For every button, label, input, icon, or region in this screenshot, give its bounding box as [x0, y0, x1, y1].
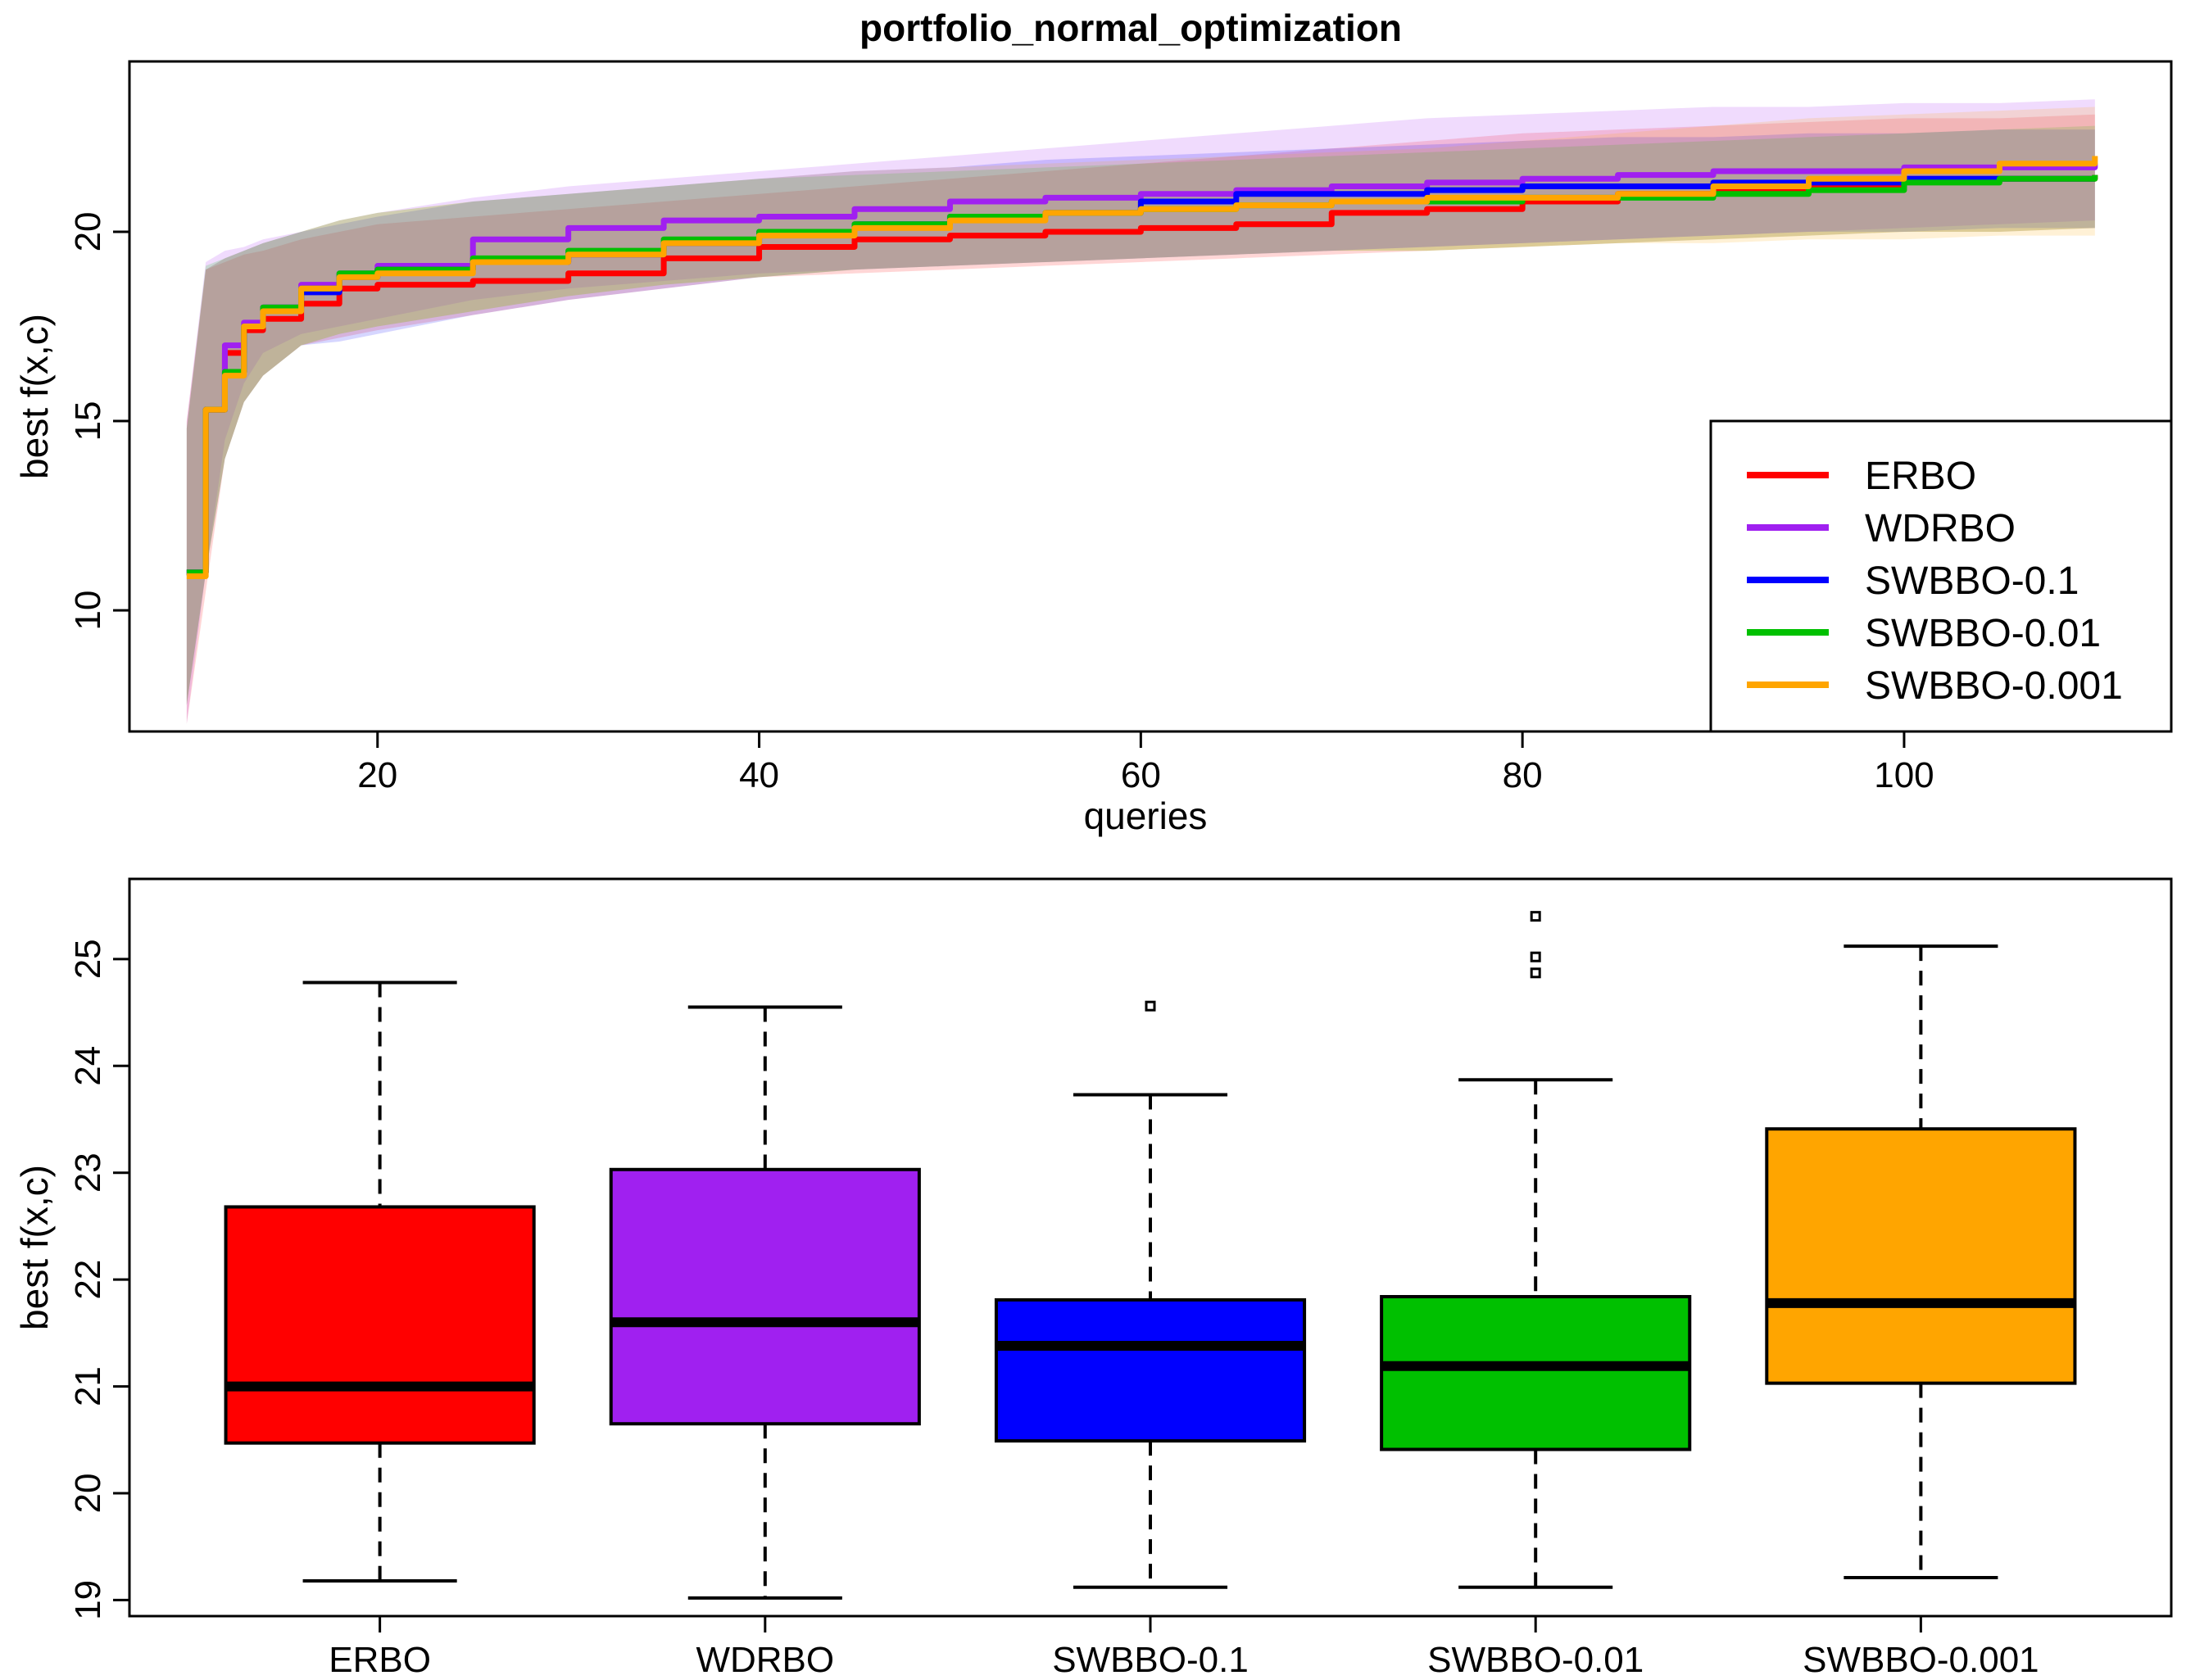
y-axis-label-top: best f(x,c) — [13, 314, 56, 479]
outlier-swbbo-0-01 — [1530, 911, 1541, 922]
box-plot-panel: 19 20 21 22 23 24 25 ERBO WDRBO SWBBO-0.1 SWBBO-0… — [13, 877, 2173, 1680]
y-tick-label-bottom: 25 — [68, 939, 108, 979]
x-tick-label: 60 — [1121, 755, 1161, 795]
x-tick-label: 100 — [1874, 755, 1934, 795]
y-tick-label-bottom: 19 — [68, 1580, 108, 1620]
x-tick-label: 80 — [1503, 755, 1543, 795]
box-erbo — [224, 1205, 536, 1445]
series-lines — [186, 156, 2098, 580]
y-tick-label-bottom: 21 — [68, 1366, 108, 1406]
y-axis-ticks: 10 15 20 — [68, 211, 129, 631]
legend-label-swbbo-0-001: SWBBO-0.001 — [1865, 664, 2123, 708]
x-axis-ticks: 20 40 60 80 100 — [357, 731, 1934, 795]
plot-frame-top — [128, 60, 2173, 733]
x-axis-label: queries — [1084, 795, 1208, 837]
y-tick-label-bottom: 24 — [68, 1046, 108, 1086]
legend-label-wdrbo: WDRBO — [1865, 507, 2016, 550]
box-swbbo-0-1 — [994, 1297, 1307, 1443]
category-label-erbo: ERBO — [329, 1640, 431, 1680]
y-tick-label-bottom: 20 — [68, 1474, 108, 1514]
legend-label-swbbo-0-1: SWBBO-0.1 — [1865, 559, 2079, 603]
category-label-swbbo-0-01: SWBBO-0.01 — [1427, 1640, 1644, 1680]
y-tick-label-bottom: 23 — [68, 1152, 108, 1193]
legend-label-erbo: ERBO — [1865, 455, 1976, 498]
category-label-swbbo-0-001: SWBBO-0.001 — [1803, 1640, 2039, 1680]
x-tick-label: 20 — [357, 755, 397, 795]
box-wdrbo — [609, 1167, 921, 1426]
outlier-swbbo-0-01 — [1530, 967, 1541, 979]
box-swbbo-0-001 — [1765, 1127, 2077, 1385]
series-line-swbbo-0-001 — [186, 156, 2098, 580]
box-swbbo-0-01 — [1380, 1295, 1692, 1451]
legend-label-swbbo-0-01: SWBBO-0.01 — [1865, 612, 2101, 655]
box-plots — [224, 911, 2077, 1600]
y-axis-label-bottom: best f(x,c) — [13, 1165, 56, 1330]
category-label-swbbo-0-1: SWBBO-0.1 — [1052, 1640, 1249, 1680]
y-axis-ticks-bottom: 19 20 21 22 23 24 25 — [68, 939, 129, 1620]
x-axis-categories: ERBO WDRBO SWBBO-0.1 SWBBO-0.01 SWBBO-0.001 — [329, 1616, 2039, 1680]
y-tick-label: 10 — [68, 591, 108, 631]
chart-title: portfolio_normal_optimization — [859, 7, 1402, 49]
line-chart-panel: portfolio_normal_optimization 20 40 60 80 10… — [13, 7, 2173, 837]
outlier-swbbo-0-1 — [1145, 1000, 1156, 1012]
y-tick-label-bottom: 22 — [68, 1260, 108, 1300]
x-tick-label: 40 — [739, 755, 779, 795]
y-tick-label: 20 — [68, 211, 108, 251]
y-tick-label: 15 — [68, 401, 108, 442]
category-label-wdrbo: WDRBO — [696, 1640, 834, 1680]
outlier-swbbo-0-01 — [1530, 951, 1541, 962]
legend: ERBO WDRBO SWBBO-0.1 SWBBO-0.01 SWBBO-0.001 — [1709, 419, 2173, 733]
